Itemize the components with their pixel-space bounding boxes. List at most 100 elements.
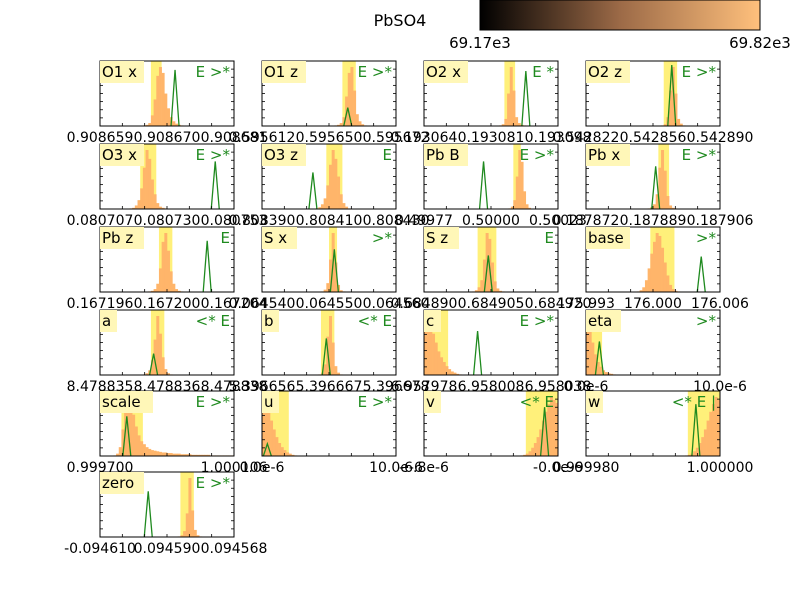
panel-markers: E >* [682, 146, 717, 164]
histogram-bar [477, 287, 481, 292]
panel-label: eta [588, 312, 612, 330]
panel-label-box [262, 227, 297, 249]
likelihood-curve [329, 249, 340, 293]
histogram-bar [153, 450, 157, 456]
panel-markers: >* [696, 229, 717, 247]
histogram-bar [262, 397, 265, 456]
histogram-bar [180, 535, 184, 537]
panel-label-box [100, 144, 144, 166]
x-tick-label: 0.908681 [201, 130, 268, 146]
histogram-bar [183, 531, 187, 537]
histogram-bar [134, 205, 138, 209]
histogram-bar [161, 241, 165, 292]
histogram-bar [207, 454, 211, 456]
panel-markers: E [545, 229, 554, 247]
x-tick-label: 0.193098 [525, 130, 592, 146]
panel-label: O2 x [426, 63, 461, 81]
histogram-bar [658, 235, 662, 292]
x-tick-label: 0.094590 [134, 541, 201, 557]
histogram-bar [528, 451, 532, 456]
x-tick-label: 0.808390 [229, 213, 296, 229]
x-tick-label: 0.999980 [553, 460, 620, 476]
histogram-bar [591, 342, 595, 375]
histogram-bar [169, 453, 173, 456]
histogram-bar [331, 150, 335, 209]
histogram-bar [132, 414, 136, 456]
histogram-bar [523, 454, 527, 456]
histogram-bar [717, 399, 721, 456]
likelihood-curve [691, 404, 701, 457]
histogram-bar [291, 454, 295, 456]
histogram-bar [706, 420, 710, 456]
panel-base: base >* 175.993 176.000 176.006 [557, 226, 749, 312]
histogram-bar [145, 373, 149, 375]
panel-label-box [100, 472, 144, 494]
histogram-bar [695, 447, 699, 456]
panel-markers: <* E [196, 312, 230, 330]
histogram-bar [655, 233, 659, 292]
x-tick-label: 0.50000 [462, 213, 520, 229]
panel-label: v [426, 393, 435, 411]
x-tick-label: 0.064550 [296, 296, 363, 312]
histogram-bar [714, 397, 718, 456]
histogram-bar [272, 429, 276, 456]
histogram-bar [496, 288, 500, 292]
panel-label-box [424, 391, 441, 413]
histogram-bar [347, 72, 351, 126]
histogram-bar [150, 360, 154, 375]
histogram-bar [191, 510, 195, 537]
histogram-bar [161, 207, 165, 209]
histogram-bar [334, 158, 338, 209]
panel-v: v <* E -6.8e-6 -0.0e-6 [399, 390, 583, 476]
panel-o3-z: O3 z E 0.808390 0.808410 0.808430 [229, 143, 429, 229]
panel-o1-x: O1 x E >* 0.908659 0.908670 0.908681 [67, 60, 268, 146]
histogram-bar [663, 124, 667, 126]
panel-markers: >* [696, 312, 717, 330]
panel-label-box [424, 144, 468, 166]
histogram-bar [698, 443, 702, 456]
histogram-bar [445, 366, 449, 375]
likelihood-curve [148, 353, 159, 376]
histogram-bar [156, 316, 160, 375]
histogram-bar [326, 185, 330, 209]
histogram-bar [150, 179, 154, 209]
panel-label-box [586, 227, 630, 249]
histogram-bar [533, 443, 537, 456]
panel-markers: E * [532, 63, 554, 81]
histogram-bar [153, 289, 157, 292]
histogram-bar [693, 451, 697, 456]
x-tick-label: -0.0e-6 [533, 460, 583, 476]
x-tick-label: 0.684905 [458, 296, 525, 312]
histogram-bar [663, 170, 667, 209]
histogram-bar [196, 535, 200, 537]
histogram-bar [509, 67, 513, 126]
histogram-bar [318, 207, 322, 209]
histogram-bar [355, 114, 359, 126]
panel-label: Pb B [426, 146, 460, 164]
histogram-bar [153, 339, 157, 375]
histogram-bar [429, 324, 433, 375]
x-tick-label: 0.193081 [458, 130, 525, 146]
colorbar-min-label: 69.17e3 [449, 34, 511, 52]
histogram-bar [512, 90, 516, 126]
panels-group: O1 x E >* 0.908659 0.908670 0.908681 O1 z E >*… [64, 60, 753, 557]
histogram-bar [140, 441, 144, 456]
panel-label-box [262, 61, 306, 83]
histogram-bar [193, 529, 197, 537]
histogram-bar [345, 206, 349, 209]
histogram-bar [280, 447, 284, 456]
histogram-bar [150, 290, 154, 292]
x-tick-label: 0.49977 [395, 213, 453, 229]
x-tick-label: 176.006 [691, 296, 749, 312]
confidence-band [513, 144, 521, 209]
histogram-bar [286, 452, 290, 456]
histogram-bar [661, 150, 665, 209]
histogram-bar [669, 205, 673, 209]
panel-label: base [588, 229, 624, 247]
histogram-bar [156, 203, 160, 209]
x-tick-label: 10.0e-6 [369, 460, 423, 476]
x-tick-label: 0.167200 [134, 296, 201, 312]
x-tick-label: 0.064540 [229, 296, 296, 312]
histogram-bar [320, 204, 324, 209]
x-tick-label: 0.080753 [201, 213, 268, 229]
